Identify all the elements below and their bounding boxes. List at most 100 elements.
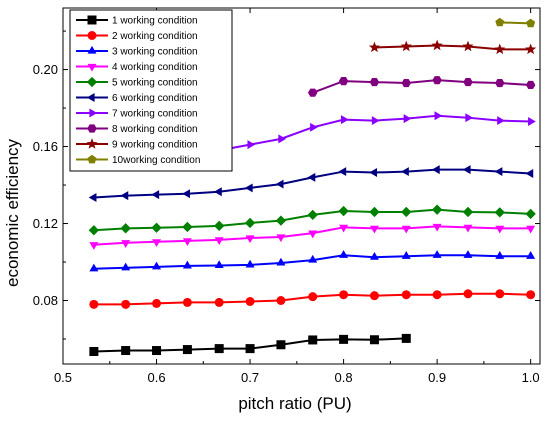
data-point <box>401 333 411 343</box>
data-point <box>525 43 537 55</box>
legend-marker <box>87 124 97 133</box>
y-tick-label: 0.20 <box>33 62 58 77</box>
data-point <box>495 225 505 234</box>
data-point <box>494 167 503 177</box>
data-point <box>121 240 131 248</box>
data-point <box>525 169 534 178</box>
legend-label: 2 working condition <box>112 31 198 42</box>
data-point <box>495 17 505 27</box>
data-point <box>341 115 349 125</box>
data-point <box>432 76 442 85</box>
data-point <box>369 225 379 234</box>
data-point <box>462 165 471 175</box>
data-point <box>245 296 255 306</box>
data-point <box>276 295 286 305</box>
data-point <box>182 189 190 199</box>
series-2 <box>89 289 536 309</box>
legend-entry: 2 working condition <box>76 31 198 42</box>
data-point <box>368 41 381 53</box>
series-line <box>374 44 531 51</box>
plot-frame <box>62 7 541 365</box>
y-tick-label: 0.12 <box>33 216 58 231</box>
data-point <box>526 225 536 234</box>
data-point <box>401 290 411 300</box>
data-point <box>276 234 286 243</box>
data-point <box>338 77 349 86</box>
legend-marker <box>89 108 98 118</box>
data-point <box>120 223 131 234</box>
legend-label: 6 working condition <box>112 93 198 104</box>
data-point <box>369 206 380 218</box>
legend-marker <box>87 154 97 164</box>
legend-marker <box>86 138 98 149</box>
data-point <box>339 334 349 344</box>
data-point <box>152 261 162 270</box>
data-point <box>339 250 349 258</box>
data-point <box>275 215 287 226</box>
series-10 <box>495 17 536 28</box>
data-point <box>245 344 255 354</box>
data-point <box>432 223 442 232</box>
data-point <box>434 111 443 121</box>
data-point <box>89 242 99 250</box>
series-line <box>312 79 531 94</box>
data-point <box>307 172 316 182</box>
data-point <box>152 239 162 247</box>
data-point <box>275 179 284 189</box>
data-point <box>245 235 255 244</box>
data-point <box>338 167 347 177</box>
series-1 <box>89 333 411 356</box>
data-point <box>152 346 162 356</box>
data-point <box>528 117 536 127</box>
chart-marks <box>88 17 537 356</box>
data-point <box>495 78 505 88</box>
data-point <box>495 289 505 299</box>
x-axis-title: pitch ratio (PU) <box>238 394 351 413</box>
series-5 <box>88 204 536 236</box>
data-point <box>214 237 224 246</box>
data-point <box>431 204 443 215</box>
data-point <box>463 250 473 258</box>
data-point <box>182 238 192 247</box>
data-point <box>214 220 225 232</box>
data-point <box>308 230 318 239</box>
legend-entry: 6 working condition <box>76 93 198 104</box>
data-point <box>214 260 224 269</box>
legend-marker <box>87 45 97 54</box>
legend-entry: 4 working condition <box>76 62 198 73</box>
legend-entry: 3 working condition <box>76 45 198 58</box>
series-8 <box>308 76 536 97</box>
data-point <box>526 251 536 259</box>
data-point <box>276 340 286 350</box>
data-point <box>526 18 536 28</box>
data-point <box>525 80 536 90</box>
data-point <box>339 290 349 300</box>
data-point <box>121 346 131 356</box>
legend-entry: 9 working condition <box>76 138 198 151</box>
data-point <box>214 344 224 354</box>
data-point <box>432 290 442 300</box>
x-tick-label: 0.9 <box>428 370 446 385</box>
y-axis-title: economic efficiency <box>3 138 22 287</box>
data-point <box>432 250 442 258</box>
legend-marker <box>86 93 95 102</box>
x-tick-label: 0.8 <box>335 370 353 385</box>
legend-entry: 10working condition <box>76 154 200 166</box>
data-point <box>152 298 162 308</box>
data-point <box>369 252 379 260</box>
x-tick-label: 0.5 <box>54 370 72 385</box>
data-point <box>308 254 318 263</box>
legend-entry: 8 working condition <box>76 124 198 135</box>
data-point <box>369 77 380 87</box>
legend-label: 5 working condition <box>112 78 198 89</box>
legend-label: 9 working condition <box>112 140 198 151</box>
data-point <box>247 140 256 150</box>
data-point <box>369 335 379 345</box>
data-point <box>88 225 100 236</box>
data-point <box>401 167 409 177</box>
series-3 <box>89 250 536 272</box>
axes: 0.5 0.6 0.7 0.8 0.9 1.0 0.08 0.12 0.16 0.20 <box>33 8 540 385</box>
legend-label: 7 working condition <box>112 109 198 120</box>
data-point <box>463 224 473 233</box>
